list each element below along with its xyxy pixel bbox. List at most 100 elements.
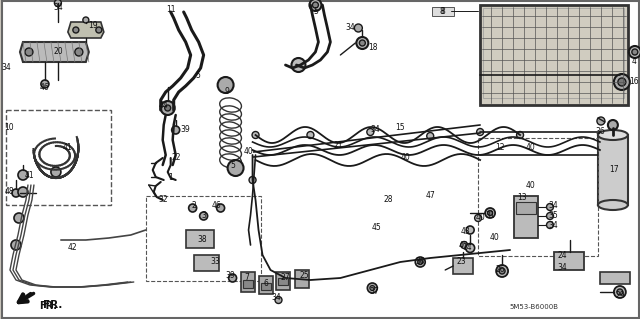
Circle shape: [249, 176, 256, 183]
Circle shape: [218, 77, 234, 93]
Text: 46: 46: [40, 83, 50, 92]
Text: 39: 39: [226, 271, 236, 280]
Text: 45: 45: [371, 224, 381, 233]
Circle shape: [496, 265, 508, 277]
Circle shape: [629, 46, 640, 58]
Text: 19: 19: [88, 20, 98, 29]
Circle shape: [477, 129, 484, 136]
Bar: [478, 138, 598, 256]
Circle shape: [204, 260, 210, 266]
Circle shape: [309, 0, 321, 11]
Text: 30: 30: [415, 256, 425, 265]
Bar: [480, 5, 628, 105]
Circle shape: [216, 204, 225, 212]
Circle shape: [415, 257, 425, 267]
Text: 33: 33: [211, 257, 221, 266]
Polygon shape: [20, 42, 89, 62]
Text: FR.: FR.: [43, 300, 62, 310]
Text: 25: 25: [300, 271, 309, 280]
Text: 8: 8: [441, 6, 445, 16]
Text: 5: 5: [313, 8, 318, 17]
Circle shape: [466, 243, 475, 253]
Text: 34: 34: [53, 4, 63, 12]
Text: 28: 28: [383, 196, 393, 204]
Circle shape: [485, 208, 495, 218]
Text: 47: 47: [426, 190, 435, 199]
Polygon shape: [68, 22, 104, 38]
Circle shape: [252, 131, 259, 138]
Circle shape: [172, 126, 180, 134]
Bar: [278, 278, 289, 285]
Circle shape: [614, 286, 626, 298]
Text: 36: 36: [595, 128, 605, 137]
Text: 46: 46: [212, 202, 221, 211]
Bar: [453, 258, 473, 274]
Bar: [241, 272, 255, 292]
Circle shape: [54, 0, 61, 6]
Circle shape: [204, 236, 210, 242]
Text: 40: 40: [525, 181, 535, 189]
Text: 21: 21: [333, 140, 343, 150]
Bar: [600, 272, 630, 284]
Text: 40: 40: [244, 147, 253, 157]
Circle shape: [618, 78, 626, 86]
Text: 31: 31: [485, 211, 495, 219]
Circle shape: [547, 212, 554, 219]
Circle shape: [466, 226, 474, 234]
Circle shape: [356, 37, 369, 49]
Text: 34: 34: [271, 293, 282, 302]
Text: 24: 24: [557, 250, 567, 259]
Circle shape: [189, 204, 196, 212]
Circle shape: [597, 117, 605, 125]
Circle shape: [461, 241, 468, 249]
Text: 40: 40: [401, 153, 410, 162]
Text: 44: 44: [159, 100, 168, 109]
Circle shape: [427, 132, 434, 139]
Circle shape: [516, 131, 524, 138]
Circle shape: [275, 296, 282, 303]
Circle shape: [73, 27, 79, 33]
Circle shape: [96, 27, 102, 33]
Circle shape: [617, 289, 623, 295]
Text: 9: 9: [224, 87, 229, 97]
Bar: [276, 272, 291, 290]
Text: 20: 20: [53, 48, 63, 56]
Ellipse shape: [598, 130, 628, 140]
Text: 48: 48: [4, 188, 14, 197]
Circle shape: [195, 260, 200, 266]
Circle shape: [228, 160, 244, 176]
Text: 6: 6: [263, 278, 268, 287]
Text: 34: 34: [1, 63, 11, 72]
Text: 42: 42: [68, 243, 77, 253]
Text: 35: 35: [548, 211, 558, 219]
Circle shape: [18, 187, 28, 197]
Bar: [186, 230, 214, 248]
Text: 8: 8: [440, 8, 445, 17]
Bar: [194, 255, 219, 271]
Text: FR.: FR.: [39, 301, 57, 311]
Text: 12: 12: [495, 144, 505, 152]
Text: 4: 4: [632, 57, 636, 66]
Bar: [598, 135, 628, 205]
Circle shape: [312, 2, 319, 8]
Bar: [243, 280, 253, 288]
Circle shape: [75, 48, 83, 56]
Circle shape: [359, 40, 365, 46]
Text: 34: 34: [548, 220, 558, 229]
Text: 1: 1: [168, 174, 173, 182]
Text: 22: 22: [172, 152, 181, 161]
Text: 40: 40: [525, 144, 535, 152]
Text: 41: 41: [24, 170, 34, 180]
Text: 18: 18: [369, 42, 378, 51]
Circle shape: [499, 268, 505, 274]
Circle shape: [355, 24, 362, 32]
Text: 38: 38: [198, 235, 207, 244]
Text: 13: 13: [517, 194, 527, 203]
Text: 5M53-B6000B: 5M53-B6000B: [509, 304, 559, 310]
Text: 34: 34: [548, 201, 558, 210]
Circle shape: [632, 49, 638, 55]
Circle shape: [18, 170, 28, 180]
Text: 11: 11: [166, 5, 175, 14]
Text: 32: 32: [159, 196, 168, 204]
Circle shape: [488, 211, 493, 216]
